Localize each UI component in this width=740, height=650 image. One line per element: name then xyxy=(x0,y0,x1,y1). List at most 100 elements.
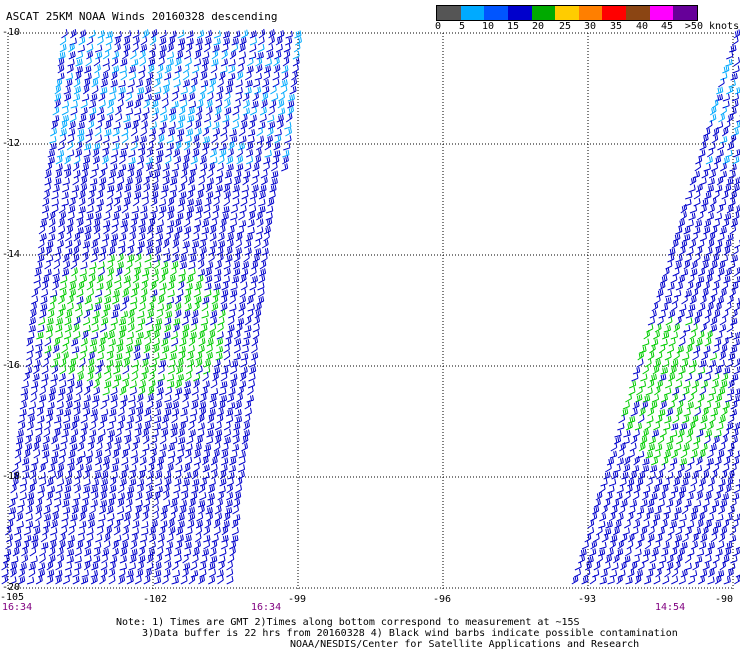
wind-barb xyxy=(35,505,43,515)
wind-barb xyxy=(165,541,174,550)
wind-barb xyxy=(249,114,257,123)
wind-barb xyxy=(729,163,737,172)
wind-barb xyxy=(87,365,95,375)
wind-barb xyxy=(685,191,693,200)
wind-barb xyxy=(209,77,216,88)
wind-barb xyxy=(725,513,733,522)
wind-barb xyxy=(125,108,134,116)
wind-barb xyxy=(710,470,718,480)
wind-barb xyxy=(107,99,114,109)
wind-barb xyxy=(126,246,134,256)
wind-barb xyxy=(67,535,75,543)
wind-barb xyxy=(707,239,715,249)
wind-barb xyxy=(182,323,190,333)
wind-barb xyxy=(68,120,76,130)
wind-barb xyxy=(118,330,126,340)
wind-barb xyxy=(51,435,58,445)
wind-barb xyxy=(641,465,650,473)
wind-barb xyxy=(98,99,106,109)
wind-barb xyxy=(728,261,736,270)
wind-barb xyxy=(639,406,646,417)
wind-barb xyxy=(80,414,88,424)
wind-barb xyxy=(149,533,157,543)
wind-barb xyxy=(216,331,224,340)
wind-barb xyxy=(242,92,250,102)
wind-barb xyxy=(120,219,128,228)
wind-barb xyxy=(89,421,97,431)
wind-barb xyxy=(255,57,263,67)
wind-barb xyxy=(701,169,709,179)
wind-barb xyxy=(67,463,75,473)
wind-barb xyxy=(623,429,631,438)
wind-barb xyxy=(664,297,672,305)
wind-barb xyxy=(155,72,163,81)
wind-barb xyxy=(720,407,728,417)
wind-barb xyxy=(136,86,145,95)
wind-barb xyxy=(705,548,713,557)
wind-barb xyxy=(717,540,725,550)
wind-barb xyxy=(726,388,735,396)
wind-barb xyxy=(164,477,172,487)
wind-barb xyxy=(704,191,712,200)
wind-barb xyxy=(121,457,129,466)
wind-barb xyxy=(174,218,182,228)
wind-barb xyxy=(186,352,194,361)
wind-barb xyxy=(72,245,80,256)
wind-barb xyxy=(114,436,122,445)
wind-barb xyxy=(722,219,730,228)
wind-barb xyxy=(151,268,159,277)
wind-barb xyxy=(84,555,92,564)
wind-barb xyxy=(662,359,670,368)
wind-barb xyxy=(712,435,720,445)
wind-barb xyxy=(44,177,52,186)
wind-barb xyxy=(94,541,102,550)
wind-barb xyxy=(616,574,623,585)
wind-barb xyxy=(75,51,84,60)
wind-barb xyxy=(160,114,168,123)
wind-barb xyxy=(41,443,49,452)
wind-barb xyxy=(156,387,164,396)
wind-barb xyxy=(96,352,104,361)
wind-barb xyxy=(91,246,99,256)
wind-barb xyxy=(226,233,234,242)
wind-barb xyxy=(91,85,99,95)
wind-barb xyxy=(581,541,589,550)
wind-barb xyxy=(112,212,120,221)
wind-barb xyxy=(699,541,707,550)
wind-barb xyxy=(22,540,30,550)
wind-barb xyxy=(702,254,710,263)
wind-barb xyxy=(647,533,655,543)
wind-barb xyxy=(167,43,174,53)
wind-barb xyxy=(38,472,46,480)
wind-barb xyxy=(98,92,106,102)
x-tick-label: -105 xyxy=(0,592,25,603)
wind-barb xyxy=(143,498,151,508)
wind-barb xyxy=(205,99,213,109)
wind-barb xyxy=(686,401,694,410)
wind-barb xyxy=(219,218,227,228)
wind-barb xyxy=(76,288,84,298)
wind-barb xyxy=(636,477,644,487)
wind-barb xyxy=(163,254,171,263)
wind-barb xyxy=(182,553,189,564)
wind-barb xyxy=(191,554,199,564)
wind-barb xyxy=(241,442,248,452)
wind-barb xyxy=(139,295,147,305)
wind-barb xyxy=(64,485,72,494)
wind-barb xyxy=(635,394,643,403)
wind-barb xyxy=(728,535,737,543)
wind-barb xyxy=(574,561,582,571)
wind-barb xyxy=(172,408,180,417)
wind-barb xyxy=(33,275,41,284)
wind-barb xyxy=(168,518,175,529)
wind-barb xyxy=(723,456,731,466)
wind-barb xyxy=(689,176,697,186)
wind-barb xyxy=(186,190,194,200)
wind-barb xyxy=(697,330,705,340)
wind-barb xyxy=(74,548,82,557)
wind-barb xyxy=(52,106,60,116)
wind-barb xyxy=(693,436,701,445)
wind-barb xyxy=(733,358,740,368)
wind-barb xyxy=(219,469,227,480)
wind-barb xyxy=(617,449,625,459)
